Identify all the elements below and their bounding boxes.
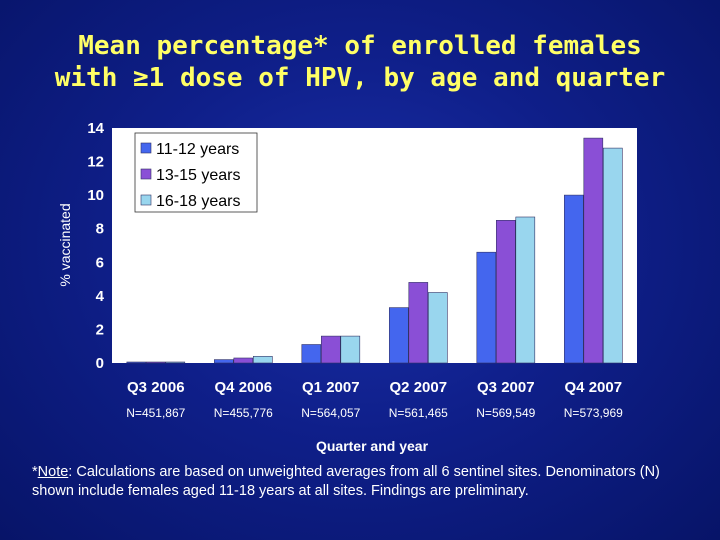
bar-11-12-years-q3-2006 [126, 361, 147, 364]
x-tick-label: Q2 2007 [390, 379, 448, 396]
y-axis-label: % vaccinated [57, 203, 73, 286]
y-tick-label: 2 [96, 321, 104, 338]
bar-16-18-years-q3-2006 [165, 361, 186, 364]
x-axis-ticks: Q3 2006 N=451,867 Q4 2006 N=455,776 Q1 2007 N… [126, 379, 623, 420]
bar-13-15-years-q4-2007 [583, 137, 604, 364]
legend-swatch [140, 194, 152, 206]
legend: 11-12 years 13-15 years 16-18 years [134, 132, 258, 213]
x-tick-label: Q4 2006 [215, 379, 273, 396]
denominator-label: N=573,969 [564, 406, 623, 420]
chart-title-line-1: Mean percentage* of enrolled females [78, 31, 642, 61]
bar-16-18-years-q2-2007 [427, 292, 448, 364]
bar-13-15-years-q3-2007 [495, 220, 516, 364]
bar-11-12-years-q4-2006 [214, 359, 234, 364]
bar-16-18-years-q4-2007 [602, 147, 623, 364]
legend-label: 11-12 years [156, 141, 239, 158]
chart-title: Mean percentage* of enrolled females wit… [0, 30, 720, 94]
y-tick-label: 8 [96, 221, 104, 238]
bar-13-15-years-q3-2006 [146, 361, 166, 364]
bar-13-15-years-q1-2007 [320, 335, 341, 364]
y-tick-label: 6 [96, 254, 104, 271]
chart-title-line-2: with ≥1 dose of HPV, by age and quarter [54, 63, 666, 93]
bar-11-12-years-q3-2007 [476, 251, 497, 364]
bar-11-12-years-q4-2007 [563, 194, 584, 364]
footnote: *Note: Calculations are based on unweigh… [32, 463, 702, 501]
footnote-prefix: * [32, 464, 38, 480]
denominator-label: N=564,057 [301, 406, 360, 420]
y-tick-label: 10 [87, 187, 104, 204]
y-tick-label: 14 [87, 120, 104, 137]
y-tick-label: 4 [96, 288, 105, 305]
x-tick-label: Q3 2006 [127, 379, 185, 396]
y-tick-label: 0 [96, 355, 104, 372]
legend-box [134, 132, 258, 213]
y-axis-ticks: 0 2 4 6 8 10 12 14 [87, 120, 104, 372]
bar-16-18-years-q4-2006 [253, 355, 273, 364]
denominator-label: N=561,465 [389, 406, 448, 420]
footnote-note-word: Note [37, 464, 69, 480]
bar-11-12-years-q2-2007 [388, 307, 409, 364]
bar-16-18-years-q1-2007 [340, 335, 361, 364]
bar-13-15-years-q2-2007 [408, 282, 429, 364]
legend-swatch [140, 168, 152, 180]
footnote-text: : Calculations are based on unweighted a… [32, 464, 660, 499]
bar-13-15-years-q4-2006 [233, 357, 254, 364]
legend-label: 16-18 years [156, 193, 241, 210]
legend-label: 13-15 years [156, 167, 241, 184]
bars [126, 137, 623, 364]
x-axis-label: Quarter and year [316, 438, 429, 454]
legend-swatch [140, 142, 152, 154]
denominator-label: N=451,867 [126, 406, 185, 420]
denominator-label: N=455,776 [214, 406, 273, 420]
bar-16-18-years-q3-2007 [515, 216, 536, 364]
x-tick-label: Q4 2007 [565, 379, 623, 396]
denominator-label: N=569,549 [476, 406, 535, 420]
y-tick-label: 12 [87, 154, 104, 171]
x-tick-label: Q3 2007 [477, 379, 535, 396]
x-tick-label: Q1 2007 [302, 379, 360, 396]
bar-11-12-years-q1-2007 [301, 344, 322, 364]
